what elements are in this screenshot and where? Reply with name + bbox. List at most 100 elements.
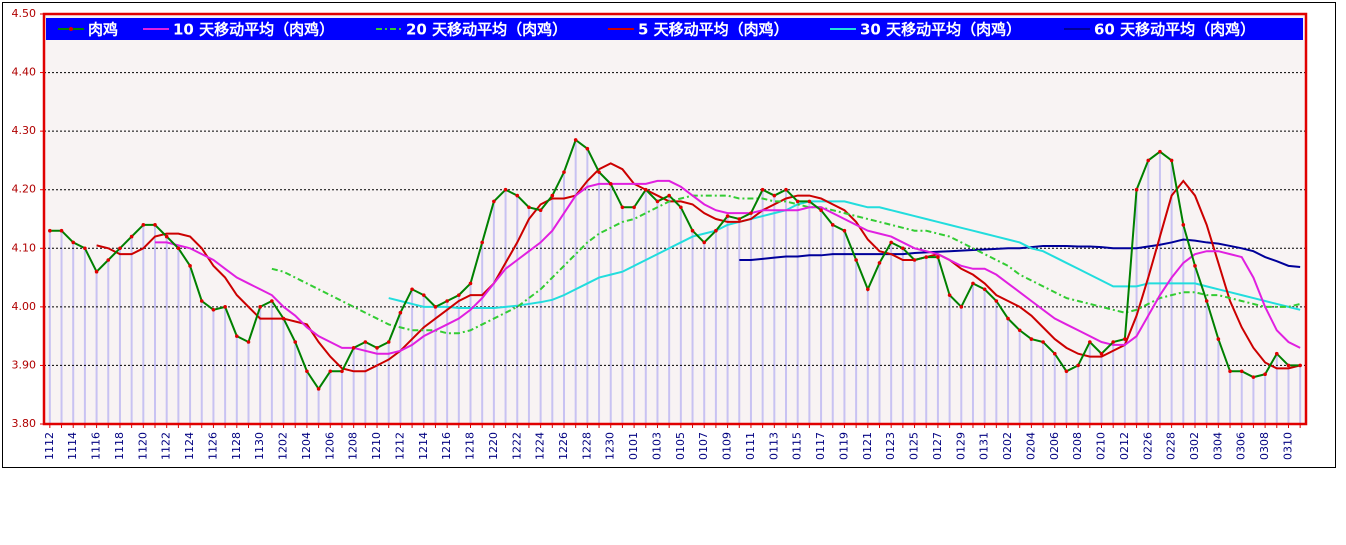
series-line [739,238,1301,269]
point-marker [655,199,660,204]
point-marker [106,258,111,262]
point-marker [153,223,157,227]
point-marker [515,193,520,198]
legend-label: 10 天移动平均（肉鸡） [173,21,334,39]
point-marker [188,264,192,268]
point-marker [1029,337,1034,341]
x-tick-label: 0103 [650,432,663,460]
x-tick-label: 0204 [1024,432,1037,460]
point-marker [924,255,929,259]
point-marker [199,299,204,303]
x-tick-label: 1130 [253,432,266,460]
x-tick-label: 1226 [557,432,570,460]
point-marker [1052,351,1057,356]
x-tick-label: 0107 [697,432,710,460]
point-marker [527,205,531,210]
point-marker [725,214,730,218]
x-tick-label: 0119 [837,432,850,460]
x-tick-label: 0123 [884,432,897,460]
x-tick-label: 1124 [183,432,196,460]
point-marker [538,208,543,213]
series-line [49,138,1301,391]
x-tick-label: 0117 [814,432,827,460]
point-marker [1123,337,1127,341]
point-marker [1286,363,1291,368]
x-tick-label: 1204 [300,432,313,460]
x-tick-label: 1220 [487,432,500,460]
series-line [96,162,1301,373]
point-marker [982,287,987,292]
point-marker [316,387,321,391]
point-marker [386,340,391,344]
x-tick-label: 0127 [931,432,944,460]
point-marker [1181,223,1186,227]
point-marker [1216,337,1221,341]
point-marker [889,240,893,245]
x-tick-label: 0131 [978,432,991,460]
series-line [155,179,1301,355]
x-tick-label: 0210 [1095,432,1108,460]
x-tick-label: 1222 [510,432,523,460]
x-tick-label: 1126 [206,432,219,460]
x-tick-label: 0208 [1071,432,1084,460]
point-marker [784,187,788,192]
x-tick-label: 0212 [1118,432,1131,460]
point-marker [585,146,590,151]
point-marker [48,228,52,233]
x-tick-label: 1208 [347,432,360,460]
x-tick-label: 0111 [744,432,757,460]
x-tick-label: 1122 [160,432,173,460]
x-tick-label: 0115 [791,432,804,460]
point-marker [176,246,181,251]
x-tick-label: 0121 [861,432,874,460]
point-marker [235,334,239,338]
point-marker [94,269,99,274]
point-marker [679,205,683,210]
point-marker [480,240,484,245]
point-marker [947,293,952,297]
point-marker [842,228,847,233]
y-tick-label: 4.40 [12,66,37,79]
x-tick-label: 0206 [1048,432,1061,460]
point-marker [959,305,964,309]
point-marker [1169,158,1174,163]
point-marker [550,193,555,198]
point-marker [1088,340,1092,344]
x-tick-label: 0228 [1165,432,1178,460]
point-marker [772,193,777,198]
point-marker [340,369,344,374]
point-marker [1239,369,1244,374]
x-tick-label: 0202 [1001,432,1014,460]
point-marker [468,281,473,286]
x-tick-label: 1216 [440,432,453,460]
point-marker [503,187,508,192]
point-marker [351,346,356,350]
y-tick-label: 4.10 [12,241,37,254]
point-marker [854,258,858,262]
legend-label: 30 天移动平均（肉鸡） [860,21,1021,39]
point-marker [305,369,309,374]
point-marker [714,228,718,233]
point-marker [59,228,64,233]
x-tick-label: 0105 [674,432,687,460]
point-marker [118,246,122,251]
point-marker [562,170,566,174]
point-marker [690,228,695,233]
y-tick-label: 4.30 [12,124,37,137]
point-marker [912,258,917,262]
point-marker [573,138,578,142]
point-marker [457,293,461,297]
x-tick-label: 1230 [604,432,617,460]
point-marker [433,305,438,309]
legend-label: 肉鸡 [88,21,118,39]
point-marker [760,187,765,192]
x-tick-label: 0302 [1188,432,1201,460]
point-marker [421,293,426,297]
legend-label: 20 天移动平均（肉鸡） [406,21,567,39]
point-marker [1228,369,1232,374]
point-marker [807,199,812,204]
legend-label: 5 天移动平均（肉鸡） [638,21,789,39]
point-marker [1099,351,1104,356]
x-tick-label: 1228 [580,432,593,460]
